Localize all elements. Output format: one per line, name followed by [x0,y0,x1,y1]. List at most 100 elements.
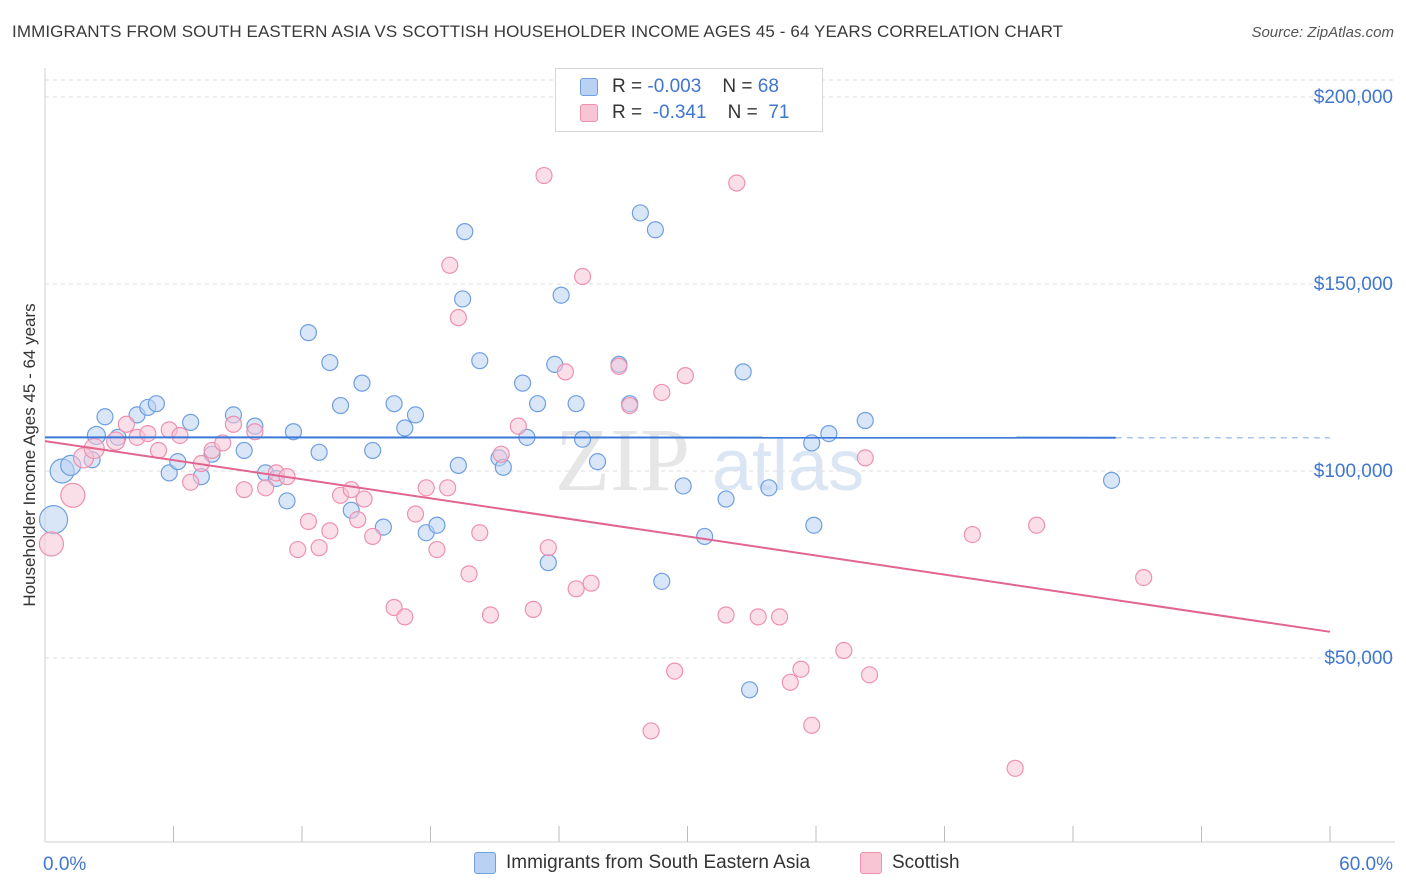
legend-n-label: N = [727,102,758,123]
point-sea [385,395,403,413]
point-sea [734,363,752,381]
point-scottish [149,441,168,460]
bottom-legend-label-pink: Scottish [892,852,960,873]
bottom-legend-swatch-blue [474,852,496,874]
legend-r-value: -0.003 [647,76,702,97]
legend-r-label: R = [612,102,643,123]
point-sea [471,352,489,370]
legend: R = -0.003 N = 68 R = -0.341 N = 71 [555,68,823,132]
point-scottish [310,539,328,557]
point-sea [147,395,165,413]
point-scottish [355,490,373,508]
y-axis-label: Householder Income Ages 45 - 64 years [20,303,39,606]
point-sea [310,443,328,461]
x-tick-label: 60.0% [1339,854,1393,875]
point-scottish [38,531,65,557]
y-tick-label: $100,000 [1314,461,1393,482]
point-scottish [171,426,189,445]
point-scottish [460,565,478,583]
point-scottish [556,363,575,381]
point-sea [717,490,735,508]
axes [44,68,1395,843]
legend-r-value: -0.341 [652,102,707,123]
point-sea [353,374,371,392]
y-tick-label: $200,000 [1314,87,1393,108]
point-sea [803,434,821,452]
point-scottish [321,522,339,540]
point-scottish [246,423,264,441]
point-scottish [963,525,981,544]
point-sea [513,374,532,392]
point-sea [454,290,472,308]
legend-n-value: 68 [757,76,779,97]
point-sea [552,286,570,304]
point-scottish [860,666,879,684]
legend-n-value: 71 [768,102,790,123]
point-sea [653,572,671,590]
point-scottish [224,415,243,433]
point-scottish [492,445,510,463]
watermark-atlas: atlas [712,426,864,506]
point-scottish [582,574,600,592]
point-scottish [509,417,527,435]
point-scottish [1027,516,1046,534]
point-scottish [642,722,660,740]
point-scottish [182,473,200,491]
legend-swatch-pink [580,104,598,122]
point-scottish [117,415,135,433]
point-scottish [666,662,684,680]
point-scottish [621,396,639,415]
point-sea [278,492,296,510]
point-sea [38,505,69,535]
point-sea [1102,471,1121,489]
point-scottish [749,608,767,626]
point-sea [528,395,547,413]
point-scottish [299,512,318,531]
bottom-legend-pink: Scottish [860,852,960,874]
point-sea [456,223,474,241]
point-scottish [481,606,500,624]
point-scottish [214,434,232,452]
point-scottish [428,540,446,559]
legend-r-label: R = [612,76,643,97]
point-sea [760,479,778,497]
point-sea [696,527,714,546]
point-scottish [60,482,86,508]
y-tick-label: $150,000 [1314,274,1393,295]
point-scottish [406,505,425,523]
bottom-legend-blue: Immigrants from South Eastern Asia [474,852,810,874]
point-scottish [235,481,253,499]
legend-row-blue: R = -0.003 N = 68 [580,76,779,98]
point-sea [182,413,200,431]
point-scottish [439,479,457,497]
point-scottish [717,606,735,624]
watermark-zip: ZIP [555,411,690,510]
point-scottish [417,479,435,497]
point-scottish [835,641,853,660]
bottom-legend-swatch-pink [860,852,882,874]
point-scottish [349,511,367,529]
point-scottish [539,539,557,557]
point-scottish [289,540,307,559]
point-sea [805,516,823,534]
point-sea [631,204,649,222]
point-scottish [676,367,694,385]
point-scottish [441,256,459,274]
point-scottish [770,608,789,626]
point-sea [567,395,585,413]
point-sea [299,324,318,342]
point-sea [321,353,339,372]
point-scottish [1006,759,1024,777]
point-sea [396,419,414,437]
point-sea [741,681,759,699]
point-scottish [535,166,553,185]
trend-line-scottish [44,440,1331,633]
point-scottish [803,716,821,734]
point-sea [539,554,557,572]
point-scottish [471,524,489,542]
point-scottish [653,383,671,402]
point-sea [856,411,874,430]
point-sea [820,425,838,443]
point-scottish [792,660,810,678]
